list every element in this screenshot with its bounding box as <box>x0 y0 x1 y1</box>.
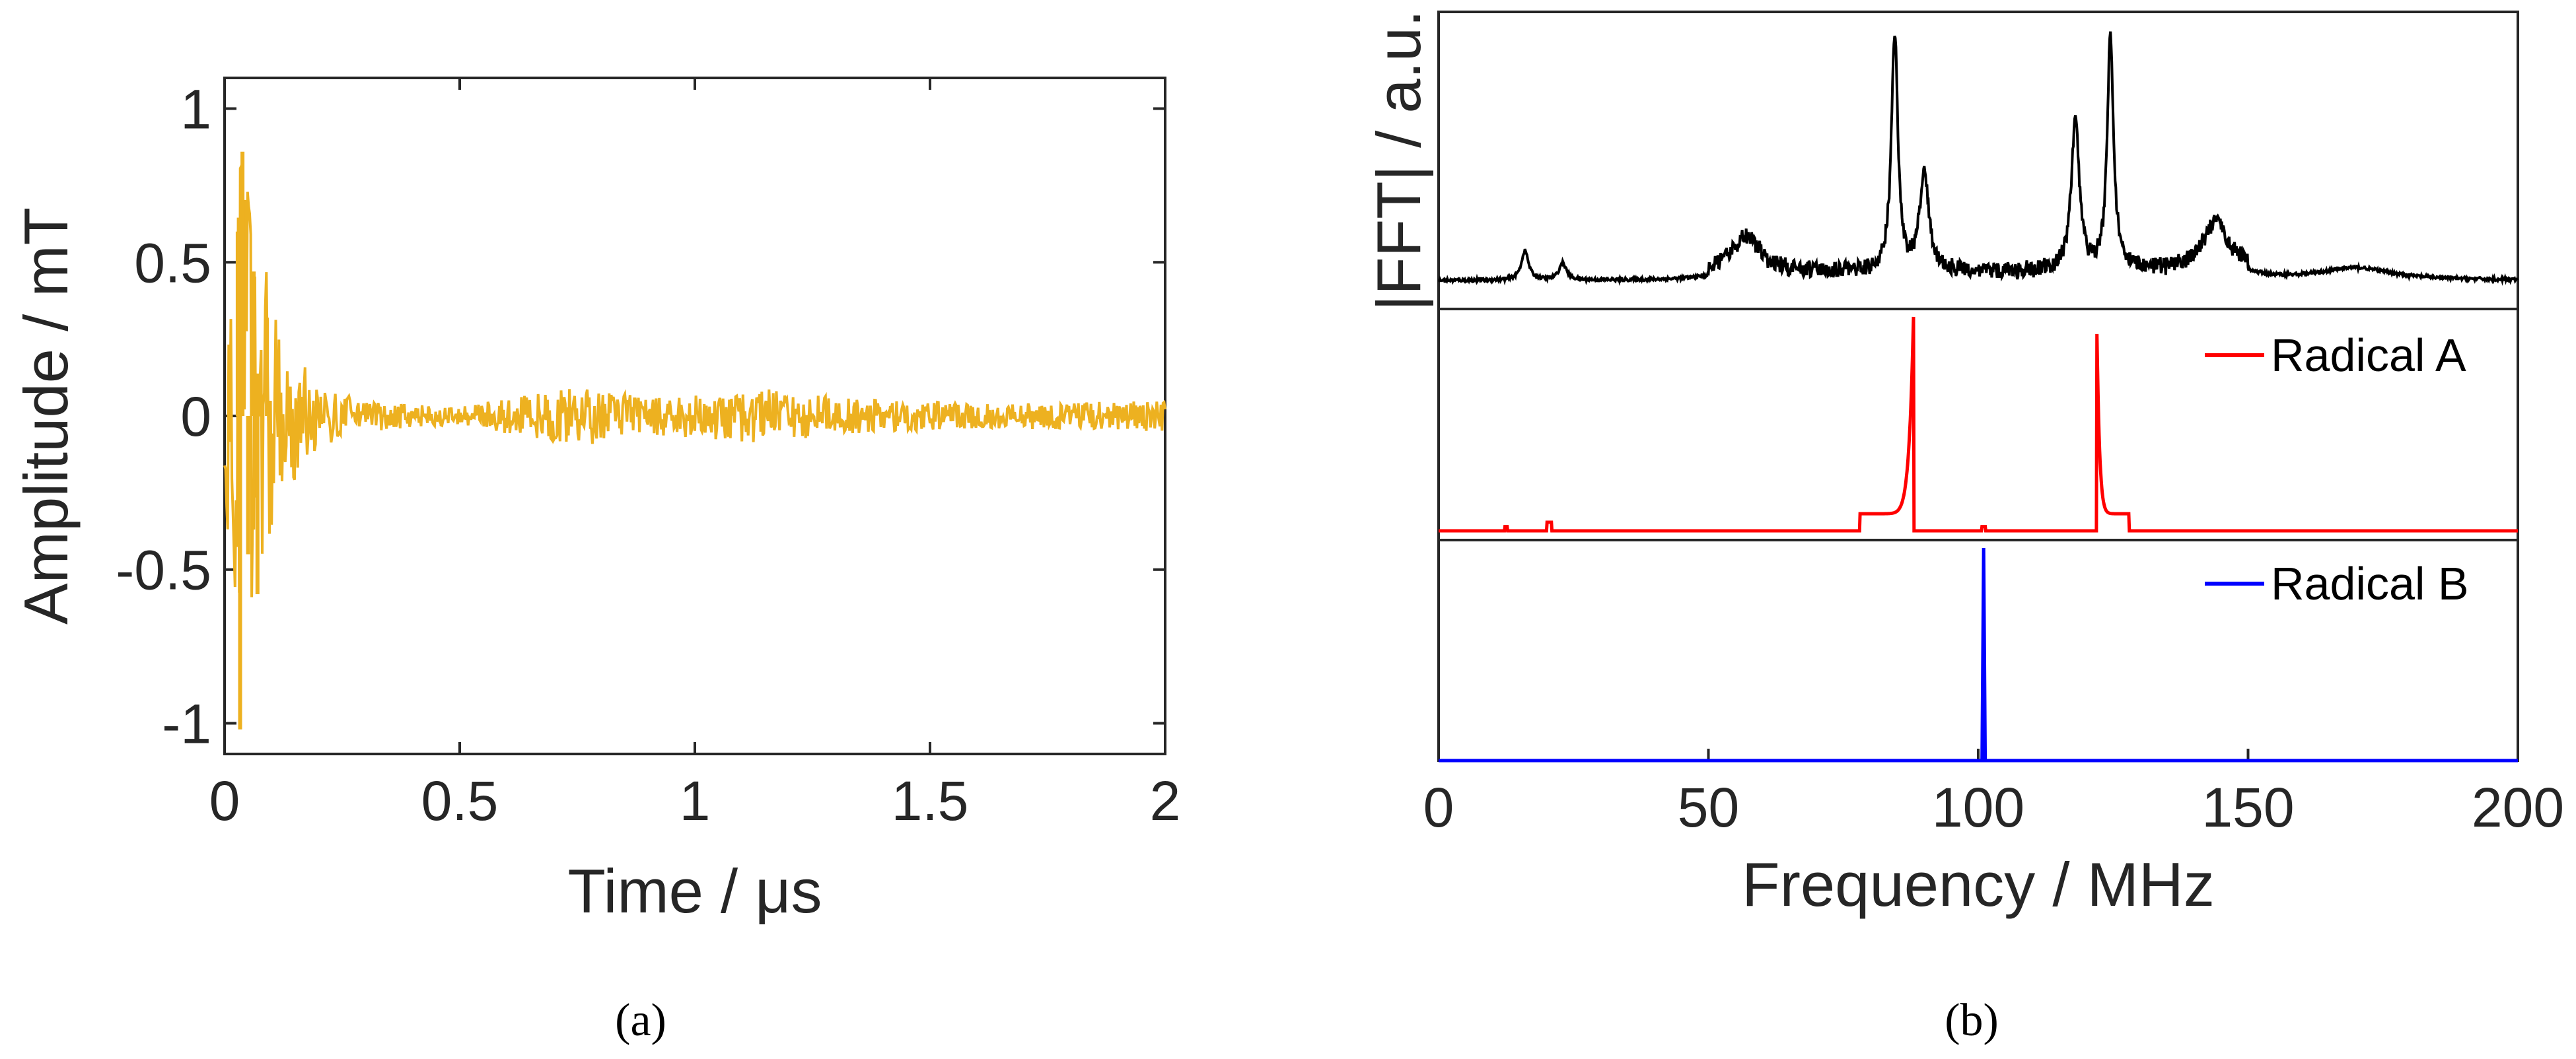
chart-a-time-domain: 0 0.5 1 1.5 2 -1 -0.5 0 0.5 1 Time / μs Amplitude… <box>11 77 1180 926</box>
chart-a-xtick-label: 0 <box>209 770 240 832</box>
chart-b-xlabel: Frequency / MHz <box>1742 850 2215 919</box>
chart-b-xtick-label: 0 <box>1423 776 1454 838</box>
caption-b: (b) <box>1945 995 1999 1046</box>
chart-b-xtick-label: 50 <box>1678 776 1739 838</box>
chart-a-xtick-label: 1 <box>680 770 711 832</box>
chart-a-ytick-label: -0.5 <box>116 539 211 601</box>
chart-b-radical-b-line <box>1439 547 2518 763</box>
chart-a-ticks: 0 0.5 1 1.5 2 -1 -0.5 0 0.5 1 <box>116 78 1180 832</box>
chart-b-axes-box <box>1437 11 2519 762</box>
chart-a-xtick-label: 1.5 <box>892 770 969 832</box>
chart-b-radical-a-line <box>1439 316 2518 533</box>
chart-a-xtick-label: 2 <box>1150 770 1181 832</box>
chart-a-ylabel: Amplitude / mT <box>11 207 81 625</box>
chart-a-ytick-label: 0.5 <box>134 232 211 294</box>
chart-b-ylabel: |FFT| / a.u. <box>1364 10 1433 311</box>
chart-b-xtick-label: 150 <box>2201 776 2294 838</box>
legend-radical-b: Radical B <box>2205 558 2469 609</box>
chart-a-xlabel: Time / μs <box>568 856 822 926</box>
chart-a-signal-spikes <box>235 151 269 730</box>
legend-radical-a: Radical A <box>2205 329 2466 381</box>
chart-a-xtick-label: 0.5 <box>421 770 499 832</box>
chart-a-signal-line <box>223 162 1166 598</box>
chart-b-frequency-domain: 0 50 100 150 200 Radical A Radical B Frequen… <box>1364 10 2564 919</box>
chart-a-ytick-label: -1 <box>162 693 211 755</box>
chart-a-ytick-label: 1 <box>180 79 211 141</box>
chart-b-xtick-label: 100 <box>1932 776 2024 838</box>
chart-b-fft-line <box>1438 31 2519 287</box>
legend-radical-a-label: Radical A <box>2271 329 2466 381</box>
caption-a: (a) <box>615 995 666 1046</box>
chart-b-xtick-label: 200 <box>2472 776 2564 838</box>
chart-a-ytick-label: 0 <box>180 386 211 448</box>
legend-radical-b-label: Radical B <box>2271 558 2469 609</box>
chart-b-ticks: 0 50 100 150 200 <box>1423 749 2564 838</box>
